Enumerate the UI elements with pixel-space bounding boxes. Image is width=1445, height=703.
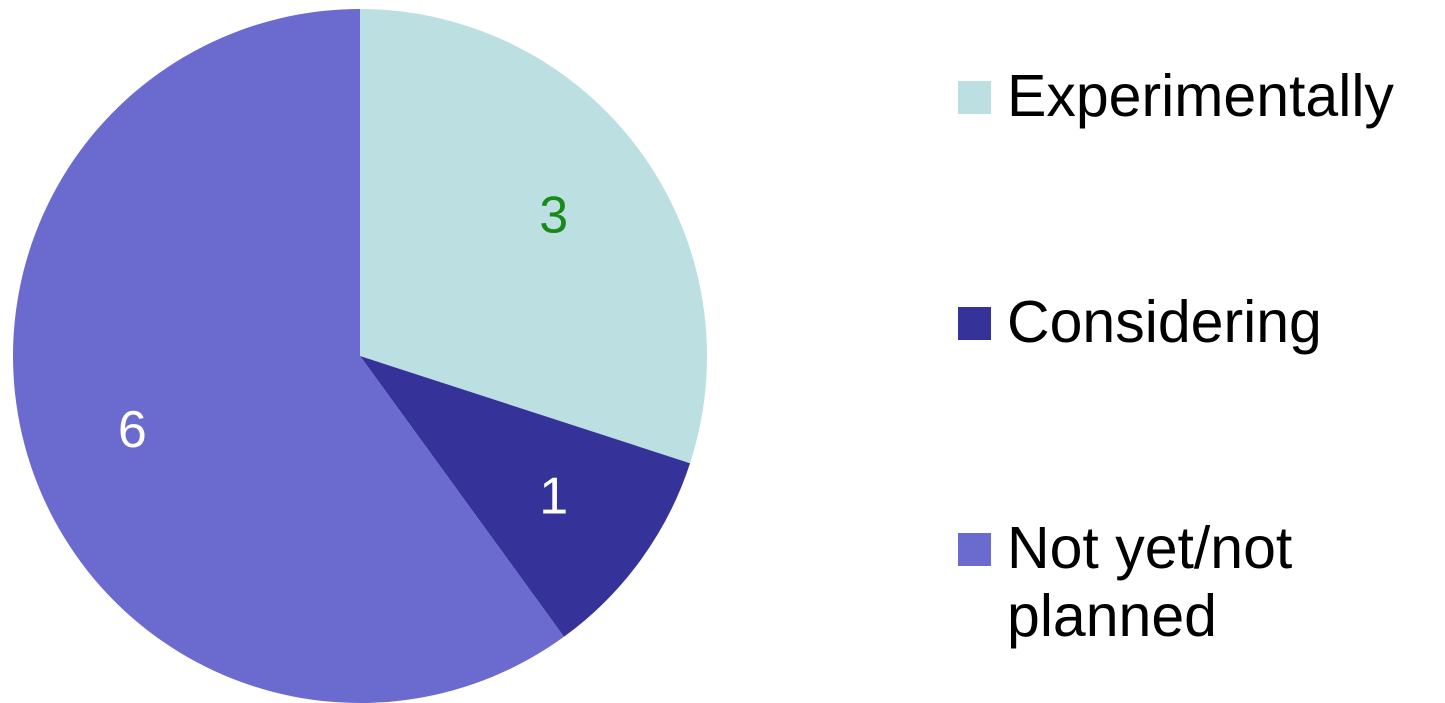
- pie-slices: [12, 9, 708, 703]
- slice-value-label-experimentally: 3: [539, 186, 568, 244]
- slice-labels: 3 1 6: [118, 186, 568, 525]
- slice-value-label-not-yet-not-planned: 6: [118, 401, 147, 459]
- legend-item-not-yet-not-planned: Not yet/not planned: [958, 514, 1445, 650]
- legend-label-not-yet-not-planned: Not yet/not planned: [1007, 515, 1293, 649]
- legend-swatch-considering: [958, 307, 991, 340]
- pie-chart: 3 1 6: [12, 9, 708, 703]
- legend-item-experimentally: Experimentally: [958, 62, 1445, 130]
- legend-label-experimentally: Experimentally: [1007, 63, 1394, 129]
- legend-swatch-not-yet-not-planned: [958, 533, 991, 566]
- pie-slice-considering: [360, 356, 691, 637]
- legend-item-considering: Considering: [958, 288, 1445, 356]
- slice-value-label-considering: 1: [539, 468, 568, 526]
- legend-label-considering: Considering: [1007, 289, 1322, 355]
- pie-slice-not-yet-not-planned: [12, 9, 564, 703]
- legend-swatch-experimentally: [958, 81, 991, 114]
- pie-slice-experimentally: [360, 9, 708, 464]
